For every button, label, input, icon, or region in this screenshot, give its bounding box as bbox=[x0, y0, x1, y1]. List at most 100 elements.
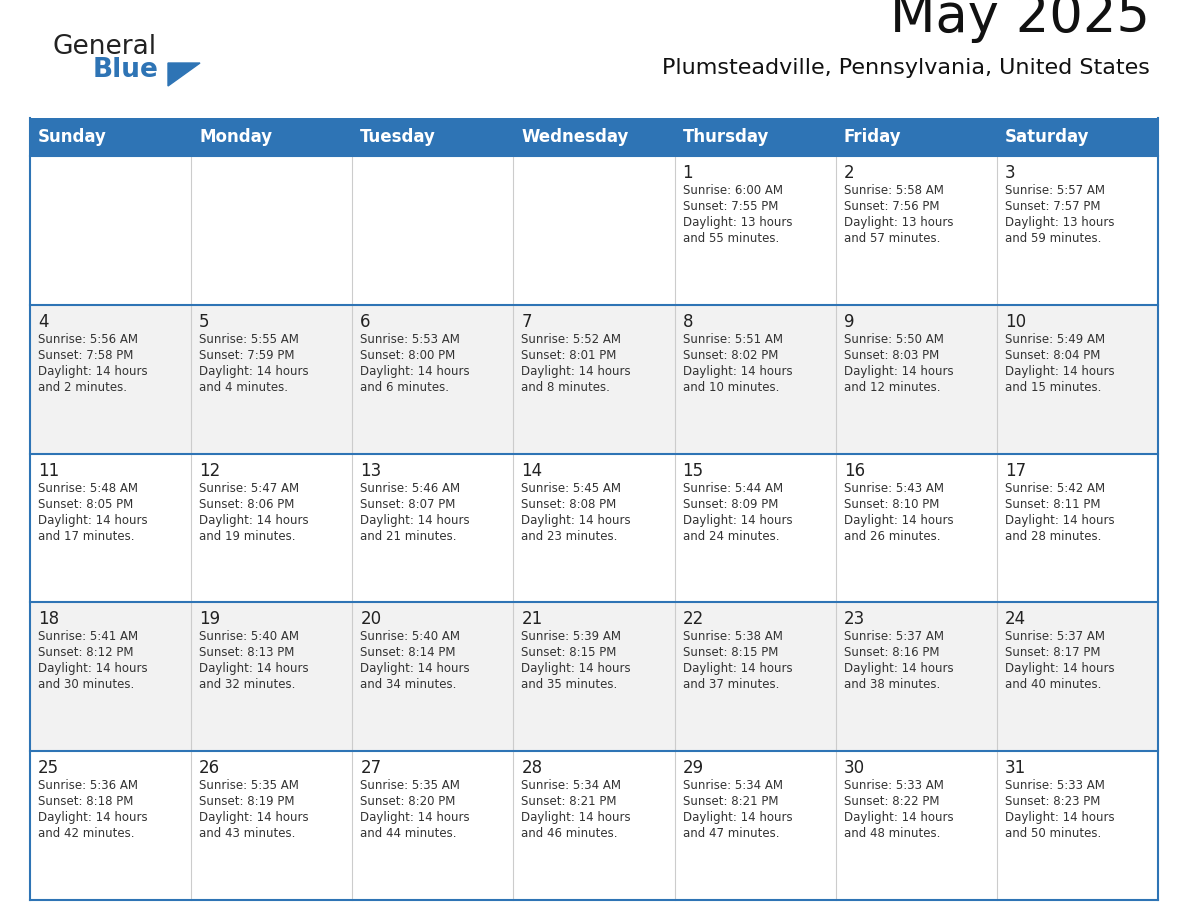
Text: Daylight: 14 hours: Daylight: 14 hours bbox=[843, 663, 953, 676]
Text: Daylight: 14 hours: Daylight: 14 hours bbox=[683, 663, 792, 676]
Text: Daylight: 14 hours: Daylight: 14 hours bbox=[522, 812, 631, 824]
Text: and 43 minutes.: and 43 minutes. bbox=[200, 827, 296, 840]
Text: Sunset: 8:05 PM: Sunset: 8:05 PM bbox=[38, 498, 133, 510]
Text: Sunset: 8:01 PM: Sunset: 8:01 PM bbox=[522, 349, 617, 362]
Text: and 46 minutes.: and 46 minutes. bbox=[522, 827, 618, 840]
Text: 15: 15 bbox=[683, 462, 703, 479]
Text: Daylight: 14 hours: Daylight: 14 hours bbox=[683, 364, 792, 378]
Text: and 24 minutes.: and 24 minutes. bbox=[683, 530, 779, 543]
Text: General: General bbox=[52, 34, 156, 60]
Text: Daylight: 14 hours: Daylight: 14 hours bbox=[38, 513, 147, 527]
Text: Daylight: 14 hours: Daylight: 14 hours bbox=[843, 364, 953, 378]
Text: and 55 minutes.: and 55 minutes. bbox=[683, 232, 779, 245]
Text: Sunset: 8:13 PM: Sunset: 8:13 PM bbox=[200, 646, 295, 659]
Text: Sunset: 8:00 PM: Sunset: 8:00 PM bbox=[360, 349, 455, 362]
Text: Sunset: 8:04 PM: Sunset: 8:04 PM bbox=[1005, 349, 1100, 362]
Text: Sunrise: 5:44 AM: Sunrise: 5:44 AM bbox=[683, 482, 783, 495]
Bar bbox=[30, 118, 1158, 156]
Text: Daylight: 14 hours: Daylight: 14 hours bbox=[1005, 663, 1114, 676]
Text: and 21 minutes.: and 21 minutes. bbox=[360, 530, 456, 543]
Text: Sunrise: 5:56 AM: Sunrise: 5:56 AM bbox=[38, 333, 138, 346]
Text: 28: 28 bbox=[522, 759, 543, 778]
Text: and 19 minutes.: and 19 minutes. bbox=[200, 530, 296, 543]
Text: Sunset: 8:18 PM: Sunset: 8:18 PM bbox=[38, 795, 133, 808]
Text: 23: 23 bbox=[843, 610, 865, 629]
Text: Daylight: 14 hours: Daylight: 14 hours bbox=[843, 513, 953, 527]
Text: Daylight: 14 hours: Daylight: 14 hours bbox=[38, 364, 147, 378]
Text: Sunset: 8:15 PM: Sunset: 8:15 PM bbox=[683, 646, 778, 659]
Text: Sunset: 8:11 PM: Sunset: 8:11 PM bbox=[1005, 498, 1100, 510]
Text: 16: 16 bbox=[843, 462, 865, 479]
Text: Sunset: 7:57 PM: Sunset: 7:57 PM bbox=[1005, 200, 1100, 213]
Text: Daylight: 14 hours: Daylight: 14 hours bbox=[200, 812, 309, 824]
Text: Daylight: 14 hours: Daylight: 14 hours bbox=[200, 663, 309, 676]
Text: Sunrise: 5:42 AM: Sunrise: 5:42 AM bbox=[1005, 482, 1105, 495]
Text: 26: 26 bbox=[200, 759, 220, 778]
Text: 20: 20 bbox=[360, 610, 381, 629]
Bar bbox=[30, 453, 1158, 602]
Text: Sunrise: 5:53 AM: Sunrise: 5:53 AM bbox=[360, 333, 460, 346]
Text: 11: 11 bbox=[38, 462, 59, 479]
Text: Sunset: 8:06 PM: Sunset: 8:06 PM bbox=[200, 498, 295, 510]
Text: Sunrise: 5:35 AM: Sunrise: 5:35 AM bbox=[200, 779, 299, 792]
Text: and 28 minutes.: and 28 minutes. bbox=[1005, 530, 1101, 543]
Text: and 6 minutes.: and 6 minutes. bbox=[360, 381, 449, 394]
Text: Sunset: 8:09 PM: Sunset: 8:09 PM bbox=[683, 498, 778, 510]
Text: Sunrise: 5:36 AM: Sunrise: 5:36 AM bbox=[38, 779, 138, 792]
Text: Saturday: Saturday bbox=[1005, 128, 1089, 146]
Text: Daylight: 14 hours: Daylight: 14 hours bbox=[1005, 812, 1114, 824]
Text: Sunrise: 5:45 AM: Sunrise: 5:45 AM bbox=[522, 482, 621, 495]
Text: Sunrise: 5:48 AM: Sunrise: 5:48 AM bbox=[38, 482, 138, 495]
Text: Sunrise: 5:57 AM: Sunrise: 5:57 AM bbox=[1005, 184, 1105, 197]
Text: Sunday: Sunday bbox=[38, 128, 107, 146]
Text: Sunrise: 5:37 AM: Sunrise: 5:37 AM bbox=[843, 631, 943, 644]
Text: 5: 5 bbox=[200, 313, 209, 330]
Text: Daylight: 14 hours: Daylight: 14 hours bbox=[1005, 364, 1114, 378]
Text: Monday: Monday bbox=[200, 128, 272, 146]
Text: Plumsteadville, Pennsylvania, United States: Plumsteadville, Pennsylvania, United Sta… bbox=[662, 58, 1150, 78]
Text: and 4 minutes.: and 4 minutes. bbox=[200, 381, 289, 394]
Text: 30: 30 bbox=[843, 759, 865, 778]
Text: 4: 4 bbox=[38, 313, 49, 330]
Text: Sunset: 8:15 PM: Sunset: 8:15 PM bbox=[522, 646, 617, 659]
Text: Sunset: 8:10 PM: Sunset: 8:10 PM bbox=[843, 498, 939, 510]
Text: Sunrise: 5:35 AM: Sunrise: 5:35 AM bbox=[360, 779, 460, 792]
Text: Sunset: 8:20 PM: Sunset: 8:20 PM bbox=[360, 795, 456, 808]
Text: Sunrise: 5:40 AM: Sunrise: 5:40 AM bbox=[360, 631, 460, 644]
Text: and 50 minutes.: and 50 minutes. bbox=[1005, 827, 1101, 840]
Text: and 47 minutes.: and 47 minutes. bbox=[683, 827, 779, 840]
Text: Daylight: 13 hours: Daylight: 13 hours bbox=[683, 216, 792, 229]
Text: and 42 minutes.: and 42 minutes. bbox=[38, 827, 134, 840]
Text: Sunrise: 6:00 AM: Sunrise: 6:00 AM bbox=[683, 184, 783, 197]
Text: and 48 minutes.: and 48 minutes. bbox=[843, 827, 940, 840]
Text: 9: 9 bbox=[843, 313, 854, 330]
Text: Sunrise: 5:33 AM: Sunrise: 5:33 AM bbox=[1005, 779, 1105, 792]
Text: Sunrise: 5:52 AM: Sunrise: 5:52 AM bbox=[522, 333, 621, 346]
Text: Sunset: 8:14 PM: Sunset: 8:14 PM bbox=[360, 646, 456, 659]
Text: Sunset: 8:02 PM: Sunset: 8:02 PM bbox=[683, 349, 778, 362]
Text: and 30 minutes.: and 30 minutes. bbox=[38, 678, 134, 691]
Text: Daylight: 14 hours: Daylight: 14 hours bbox=[360, 663, 470, 676]
Text: 1: 1 bbox=[683, 164, 693, 182]
Text: Daylight: 14 hours: Daylight: 14 hours bbox=[200, 513, 309, 527]
Bar bbox=[30, 305, 1158, 453]
Text: Sunset: 8:12 PM: Sunset: 8:12 PM bbox=[38, 646, 133, 659]
Text: and 23 minutes.: and 23 minutes. bbox=[522, 530, 618, 543]
Text: and 34 minutes.: and 34 minutes. bbox=[360, 678, 456, 691]
Text: and 32 minutes.: and 32 minutes. bbox=[200, 678, 296, 691]
Text: Sunset: 8:23 PM: Sunset: 8:23 PM bbox=[1005, 795, 1100, 808]
Text: Daylight: 14 hours: Daylight: 14 hours bbox=[843, 812, 953, 824]
Text: Daylight: 14 hours: Daylight: 14 hours bbox=[683, 812, 792, 824]
Text: Sunset: 8:08 PM: Sunset: 8:08 PM bbox=[522, 498, 617, 510]
Text: Daylight: 14 hours: Daylight: 14 hours bbox=[522, 663, 631, 676]
Text: Sunrise: 5:50 AM: Sunrise: 5:50 AM bbox=[843, 333, 943, 346]
Text: Sunrise: 5:47 AM: Sunrise: 5:47 AM bbox=[200, 482, 299, 495]
Text: 17: 17 bbox=[1005, 462, 1026, 479]
Text: Sunrise: 5:39 AM: Sunrise: 5:39 AM bbox=[522, 631, 621, 644]
Bar bbox=[30, 602, 1158, 751]
Text: and 37 minutes.: and 37 minutes. bbox=[683, 678, 779, 691]
Text: and 57 minutes.: and 57 minutes. bbox=[843, 232, 940, 245]
Text: 7: 7 bbox=[522, 313, 532, 330]
Text: 10: 10 bbox=[1005, 313, 1026, 330]
Text: Sunset: 7:58 PM: Sunset: 7:58 PM bbox=[38, 349, 133, 362]
